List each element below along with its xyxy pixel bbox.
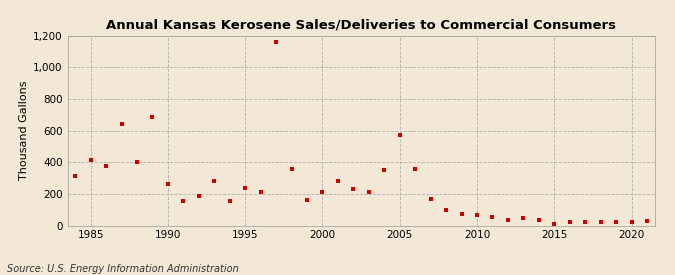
Title: Annual Kansas Kerosene Sales/Deliveries to Commercial Consumers: Annual Kansas Kerosene Sales/Deliveries … (106, 19, 616, 32)
Text: Source: U.S. Energy Information Administration: Source: U.S. Energy Information Administ… (7, 264, 238, 274)
Y-axis label: Thousand Gallons: Thousand Gallons (19, 81, 29, 180)
